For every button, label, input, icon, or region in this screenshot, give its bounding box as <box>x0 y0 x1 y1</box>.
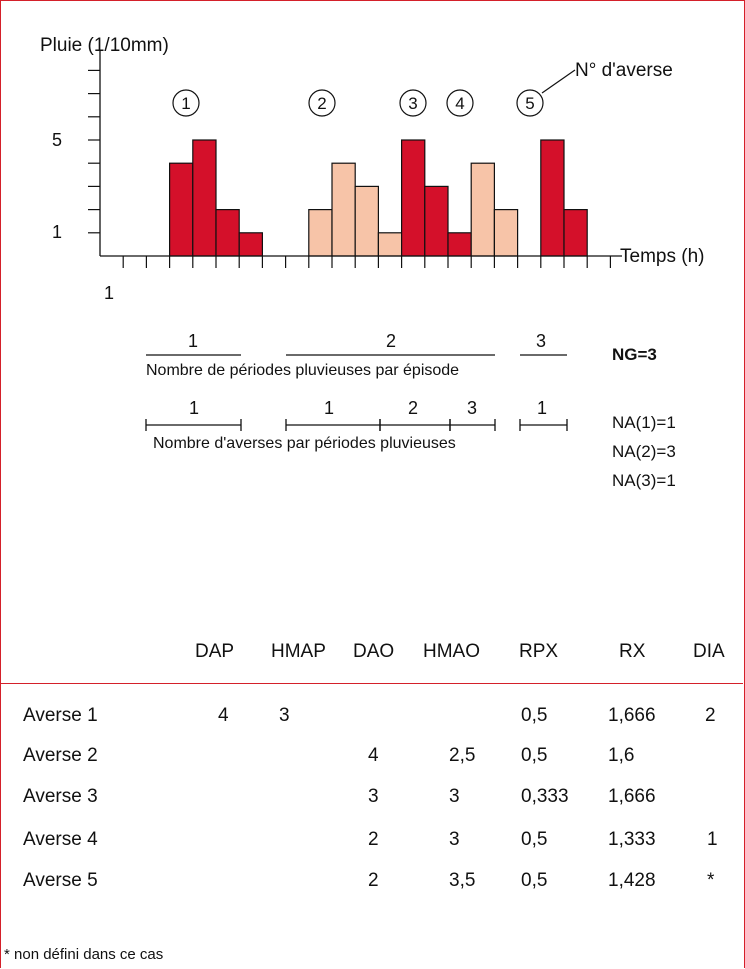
averse-count-label-2: 1 <box>324 398 335 418</box>
bar-11 <box>447 232 472 257</box>
periods-caption: Nombre de périodes pluvieuses par épisod… <box>146 362 460 379</box>
cell-averse-4-rpx: 0,5 <box>521 829 548 850</box>
na-value-1: NA(1)=1 <box>612 413 676 432</box>
axes-group <box>88 50 622 268</box>
cell-averse-4-dao: 2 <box>368 829 379 850</box>
averse-markers: 1 2 3 4 5 <box>172 89 544 117</box>
bar-7 <box>354 185 380 257</box>
na-value-2: NA(2)=3 <box>612 442 676 461</box>
cell-averse-5-hmao: 3,5 <box>449 870 476 891</box>
bar-15 <box>563 209 588 257</box>
averse-circle-1 <box>172 89 200 117</box>
y-tick-label-1: 1 <box>52 222 63 242</box>
x-tick-label-1: 1 <box>104 283 115 303</box>
header-dap: DAP <box>195 641 235 662</box>
averse-circle-4 <box>446 89 474 117</box>
cell-averse-3-dao: 3 <box>368 786 379 807</box>
cell-averse-4-dia: 1 <box>707 829 718 850</box>
period-label-1: 1 <box>188 331 199 351</box>
header-hmao: HMAO <box>423 641 480 662</box>
cell-averse-2-rx: 1,6 <box>608 745 635 766</box>
row-label-averse-2: Averse 2 <box>23 745 98 766</box>
bars-group <box>169 139 588 257</box>
period-ranges <box>145 354 568 431</box>
row-label-averse-5: Averse 5 <box>23 870 98 891</box>
bar-4 <box>238 232 263 257</box>
cell-averse-4-rx: 1,333 <box>608 829 656 850</box>
period-label-2: 2 <box>386 331 397 351</box>
bar-14 <box>540 139 565 257</box>
averse-count-label-5: 1 <box>537 398 548 418</box>
row-label-averse-4: Averse 4 <box>23 829 98 850</box>
averse-circle-label-1: 1 <box>181 94 190 113</box>
cell-averse-5-rx: 1,428 <box>608 870 656 891</box>
bar-13 <box>493 209 519 257</box>
y-tick-label-5: 5 <box>52 130 63 150</box>
averse-count-label-3: 2 <box>408 398 419 418</box>
cell-averse-5-dao: 2 <box>368 870 379 891</box>
cell-averse-3-rx: 1,666 <box>608 786 656 807</box>
cell-averse-1-rpx: 0,5 <box>521 705 548 726</box>
cell-averse-3-rpx: 0,333 <box>521 786 569 807</box>
averse-count-label-1: 1 <box>189 398 200 418</box>
bar-5 <box>308 209 333 257</box>
bar-8 <box>377 232 403 257</box>
averses-caption: Nombre d'averses par périodes pluvieuses <box>153 435 456 452</box>
cell-averse-2-hmao: 2,5 <box>449 745 476 766</box>
bar-10 <box>424 185 449 257</box>
bar-2 <box>192 139 217 257</box>
cell-averse-4-hmao: 3 <box>449 829 460 850</box>
row-label-averse-1: Averse 1 <box>23 705 98 726</box>
averse-circle-label-2: 2 <box>317 94 326 113</box>
cell-averse-3-hmao: 3 <box>449 786 460 807</box>
bar-9 <box>401 139 426 257</box>
averse-circle-label-3: 3 <box>408 94 417 113</box>
x-axis-label: Temps (h) <box>620 246 705 267</box>
na-value-3: NA(3)=1 <box>612 471 676 490</box>
header-dao: DAO <box>353 641 395 662</box>
bar-1 <box>169 162 194 257</box>
cell-averse-1-hmap: 3 <box>279 705 290 726</box>
header-hmap: HMAP <box>271 641 326 662</box>
averse-circle-5 <box>516 89 544 117</box>
y-axis-label: Pluie (1/10mm) <box>40 35 169 56</box>
averse-label-leader <box>541 69 576 94</box>
table-header-separator <box>0 683 743 684</box>
bar-12 <box>470 162 496 257</box>
header-rpx: RPX <box>519 641 559 662</box>
averse-circle-label-4: 4 <box>455 94 464 113</box>
cell-averse-5-dia: * <box>707 870 715 891</box>
cell-averse-1-rx: 1,666 <box>608 705 656 726</box>
header-rx: RX <box>619 641 646 662</box>
bar-3 <box>215 209 240 257</box>
row-label-averse-3: Averse 3 <box>23 786 98 807</box>
cell-averse-2-dao: 4 <box>368 745 379 766</box>
averse-circle-3 <box>399 89 427 117</box>
period-label-3: 3 <box>536 331 547 351</box>
cell-averse-1-dia: 2 <box>705 705 716 726</box>
cell-averse-1-dap: 4 <box>218 705 229 726</box>
averse-count-label-4: 3 <box>467 398 478 418</box>
header-dia: DIA <box>693 641 725 662</box>
cell-averse-5-rpx: 0,5 <box>521 870 548 891</box>
cell-averse-2-rpx: 0,5 <box>521 745 548 766</box>
bar-6 <box>331 162 356 257</box>
averse-circle-label-5: 5 <box>525 94 534 113</box>
ng-value: NG=3 <box>612 345 657 364</box>
averse-circle-2 <box>308 89 336 117</box>
footnote: * non défini dans ce cas <box>4 946 164 963</box>
averse-number-label: N° d'averse <box>575 60 673 81</box>
